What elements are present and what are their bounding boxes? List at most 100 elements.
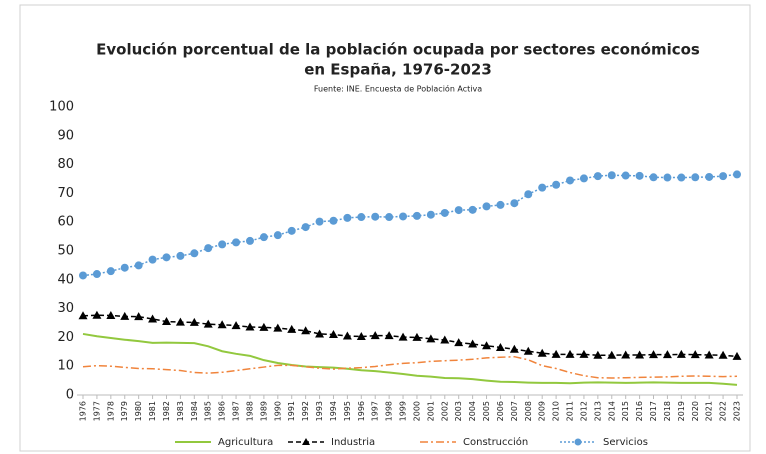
x-tick-label: 2022 — [719, 401, 728, 421]
y-tick-label: 70 — [57, 186, 74, 201]
x-tick-label: 2021 — [705, 401, 714, 421]
marker — [203, 319, 213, 328]
marker — [565, 349, 575, 358]
marker — [635, 171, 644, 180]
marker — [343, 213, 352, 222]
marker — [161, 317, 171, 326]
marker — [315, 217, 324, 226]
marker — [718, 350, 728, 359]
x-tick-label: 2011 — [566, 401, 575, 421]
x-tick-label: 1993 — [315, 401, 324, 421]
legend-label: Construcción — [463, 436, 528, 448]
x-tick-label: 2013 — [593, 401, 602, 421]
x-tick-label: 1977 — [92, 401, 101, 421]
marker — [371, 212, 380, 221]
x-tick-label: 2006 — [496, 401, 505, 421]
marker — [662, 350, 672, 359]
marker — [217, 320, 227, 329]
marker — [204, 244, 213, 253]
marker — [232, 238, 241, 247]
legend-marker — [302, 438, 310, 445]
marker — [134, 261, 143, 270]
marker — [357, 213, 366, 222]
x-tick-label: 1994 — [329, 401, 338, 421]
marker — [468, 205, 477, 214]
marker — [245, 322, 255, 331]
marker — [370, 331, 380, 340]
marker — [92, 270, 101, 279]
marker — [621, 350, 631, 359]
marker — [384, 331, 394, 340]
legend-label: Agricultura — [218, 437, 273, 448]
marker — [454, 206, 463, 215]
marker — [649, 173, 658, 182]
marker — [106, 311, 116, 320]
marker — [649, 350, 659, 359]
marker — [399, 212, 408, 221]
marker — [398, 332, 408, 341]
marker — [287, 324, 297, 333]
x-tick-label: 1991 — [287, 401, 296, 421]
marker — [691, 173, 700, 182]
marker — [593, 350, 603, 359]
legend-marker — [574, 438, 582, 446]
marker — [551, 349, 561, 358]
marker — [482, 341, 492, 350]
x-tick-label: 2015 — [621, 401, 630, 421]
marker — [635, 350, 645, 359]
y-tick-label: 60 — [57, 215, 74, 230]
marker — [245, 236, 254, 245]
marker — [426, 334, 436, 343]
x-tick-label: 1986 — [218, 401, 227, 421]
marker — [733, 170, 741, 179]
x-tick-label: 1978 — [106, 401, 115, 421]
marker — [621, 171, 630, 180]
marker — [468, 339, 478, 348]
chart-title: en España, 1976-2023 — [304, 61, 492, 79]
x-tick-label: 1979 — [120, 401, 129, 421]
x-tick-label: 2009 — [538, 401, 547, 421]
x-tick-label: 1976 — [79, 401, 88, 421]
x-tick-label: 1987 — [232, 401, 241, 421]
x-tick-label: 2004 — [468, 401, 477, 421]
marker — [259, 322, 269, 331]
marker — [78, 311, 88, 320]
x-tick-label: 1995 — [343, 401, 352, 421]
marker — [732, 351, 742, 360]
y-tick-label: 80 — [57, 157, 74, 172]
y-tick-label: 40 — [57, 272, 74, 287]
x-tick-label: 1997 — [371, 401, 380, 421]
y-tick-label: 50 — [57, 244, 74, 259]
marker — [79, 271, 87, 280]
marker — [231, 321, 241, 330]
y-tick-label: 90 — [57, 128, 74, 143]
x-tick-label: 2001 — [426, 401, 435, 421]
x-tick-label: 1980 — [134, 401, 143, 421]
marker — [607, 171, 616, 180]
marker — [579, 174, 588, 183]
marker — [301, 223, 310, 232]
marker — [287, 226, 296, 235]
marker — [509, 344, 519, 353]
marker — [162, 253, 171, 262]
x-tick-label: 2020 — [691, 401, 700, 421]
x-tick-label: 2017 — [649, 401, 658, 421]
y-tick-label: 30 — [57, 301, 74, 316]
marker — [176, 251, 185, 260]
marker — [593, 172, 602, 181]
x-tick-label: 2023 — [733, 401, 742, 421]
marker — [273, 231, 282, 240]
marker — [356, 332, 366, 341]
x-tick-label: 1985 — [204, 401, 213, 421]
marker — [426, 210, 435, 219]
marker — [259, 233, 268, 242]
x-tick-label: 1983 — [176, 401, 185, 421]
marker — [148, 255, 157, 264]
marker — [106, 267, 115, 276]
marker — [579, 349, 589, 358]
marker — [538, 183, 547, 192]
x-tick-label: 2012 — [579, 401, 588, 421]
x-tick-label: 1989 — [259, 401, 268, 421]
marker — [92, 310, 102, 319]
